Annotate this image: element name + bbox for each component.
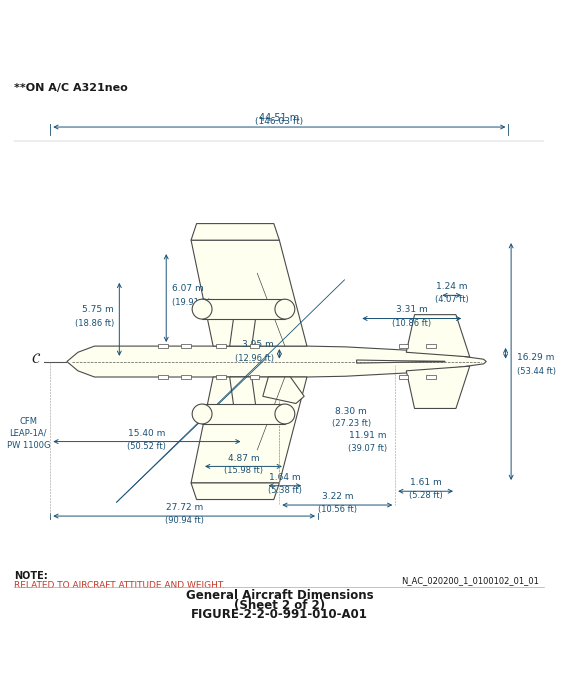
Circle shape <box>275 404 295 424</box>
Text: 16.29 m: 16.29 m <box>516 353 554 362</box>
Polygon shape <box>357 360 445 363</box>
Bar <box>216 375 227 380</box>
Bar <box>159 375 168 380</box>
Polygon shape <box>191 377 307 483</box>
Bar <box>250 375 259 380</box>
Bar <box>202 299 285 319</box>
Text: (Sheet 2 of 2): (Sheet 2 of 2) <box>234 599 325 612</box>
Text: 3.95 m: 3.95 m <box>242 340 274 349</box>
Text: (5.38 ft): (5.38 ft) <box>268 486 302 495</box>
Text: 44.51 m: 44.51 m <box>259 112 299 123</box>
Text: (90.94 ft): (90.94 ft) <box>165 516 203 525</box>
Text: (15.98 ft): (15.98 ft) <box>224 466 263 475</box>
Bar <box>202 404 285 424</box>
Text: (53.44 ft): (53.44 ft) <box>516 367 555 376</box>
Text: (39.07 ft): (39.07 ft) <box>348 444 387 453</box>
Polygon shape <box>230 306 257 346</box>
Bar <box>181 375 190 380</box>
Text: (10.56 ft): (10.56 ft) <box>318 505 357 514</box>
Text: N_AC_020200_1_0100102_01_01: N_AC_020200_1_0100102_01_01 <box>401 575 538 584</box>
Text: 11.91 m: 11.91 m <box>349 431 386 440</box>
Bar <box>398 344 408 348</box>
Polygon shape <box>191 240 307 346</box>
Text: 8.30 m: 8.30 m <box>335 406 367 415</box>
Text: (4.07 ft): (4.07 ft) <box>434 295 468 304</box>
Text: 1.24 m: 1.24 m <box>436 282 467 291</box>
Circle shape <box>192 299 212 319</box>
Bar <box>426 375 436 380</box>
Bar <box>216 344 227 348</box>
Bar <box>426 344 436 348</box>
Bar <box>398 375 408 380</box>
Text: (146.03 ft): (146.03 ft) <box>255 117 303 126</box>
Text: 27.72 m: 27.72 m <box>166 503 203 512</box>
Text: (10.86 ft): (10.86 ft) <box>392 319 431 328</box>
Text: (18.86 ft): (18.86 ft) <box>75 319 114 328</box>
Text: 6.07 m: 6.07 m <box>172 284 203 293</box>
Text: 1.61 m: 1.61 m <box>410 478 441 487</box>
Text: (5.28 ft): (5.28 ft) <box>408 491 442 500</box>
Text: General Aircraft Dimensions: General Aircraft Dimensions <box>185 589 373 602</box>
Text: 1.64 m: 1.64 m <box>269 473 301 482</box>
Text: RELATED TO AIRCRAFT ATTITUDE AND WEIGHT.: RELATED TO AIRCRAFT ATTITUDE AND WEIGHT. <box>15 581 225 590</box>
Text: 5.75 m: 5.75 m <box>82 305 114 314</box>
Text: $\mathcal{C}$: $\mathcal{C}$ <box>31 352 41 366</box>
Text: 3.22 m: 3.22 m <box>321 492 353 501</box>
Polygon shape <box>191 224 279 240</box>
Text: FIGURE-2-2-0-991-010-A01: FIGURE-2-2-0-991-010-A01 <box>191 608 368 621</box>
Text: (50.52 ft): (50.52 ft) <box>128 442 166 451</box>
Circle shape <box>192 404 212 424</box>
Polygon shape <box>191 483 279 500</box>
Bar <box>159 344 168 348</box>
Circle shape <box>275 299 295 319</box>
Polygon shape <box>406 366 470 408</box>
Text: 4.87 m: 4.87 m <box>228 453 259 462</box>
Bar <box>250 344 259 348</box>
Polygon shape <box>230 377 257 417</box>
Polygon shape <box>406 315 470 357</box>
Text: NOTE:: NOTE: <box>15 571 48 581</box>
Text: CFM
LEAP-1A/
PW 1100G: CFM LEAP-1A/ PW 1100G <box>7 417 50 450</box>
Text: (12.96 ft): (12.96 ft) <box>235 354 274 363</box>
Text: **ON A/C A321neo: **ON A/C A321neo <box>15 83 128 93</box>
Text: 3.31 m: 3.31 m <box>396 305 428 314</box>
Text: (19.91 ft): (19.91 ft) <box>172 298 211 307</box>
Text: (27.23 ft): (27.23 ft) <box>332 420 371 428</box>
Bar <box>181 344 190 348</box>
Polygon shape <box>263 377 304 404</box>
Text: 15.40 m: 15.40 m <box>128 428 166 437</box>
Polygon shape <box>67 346 486 377</box>
